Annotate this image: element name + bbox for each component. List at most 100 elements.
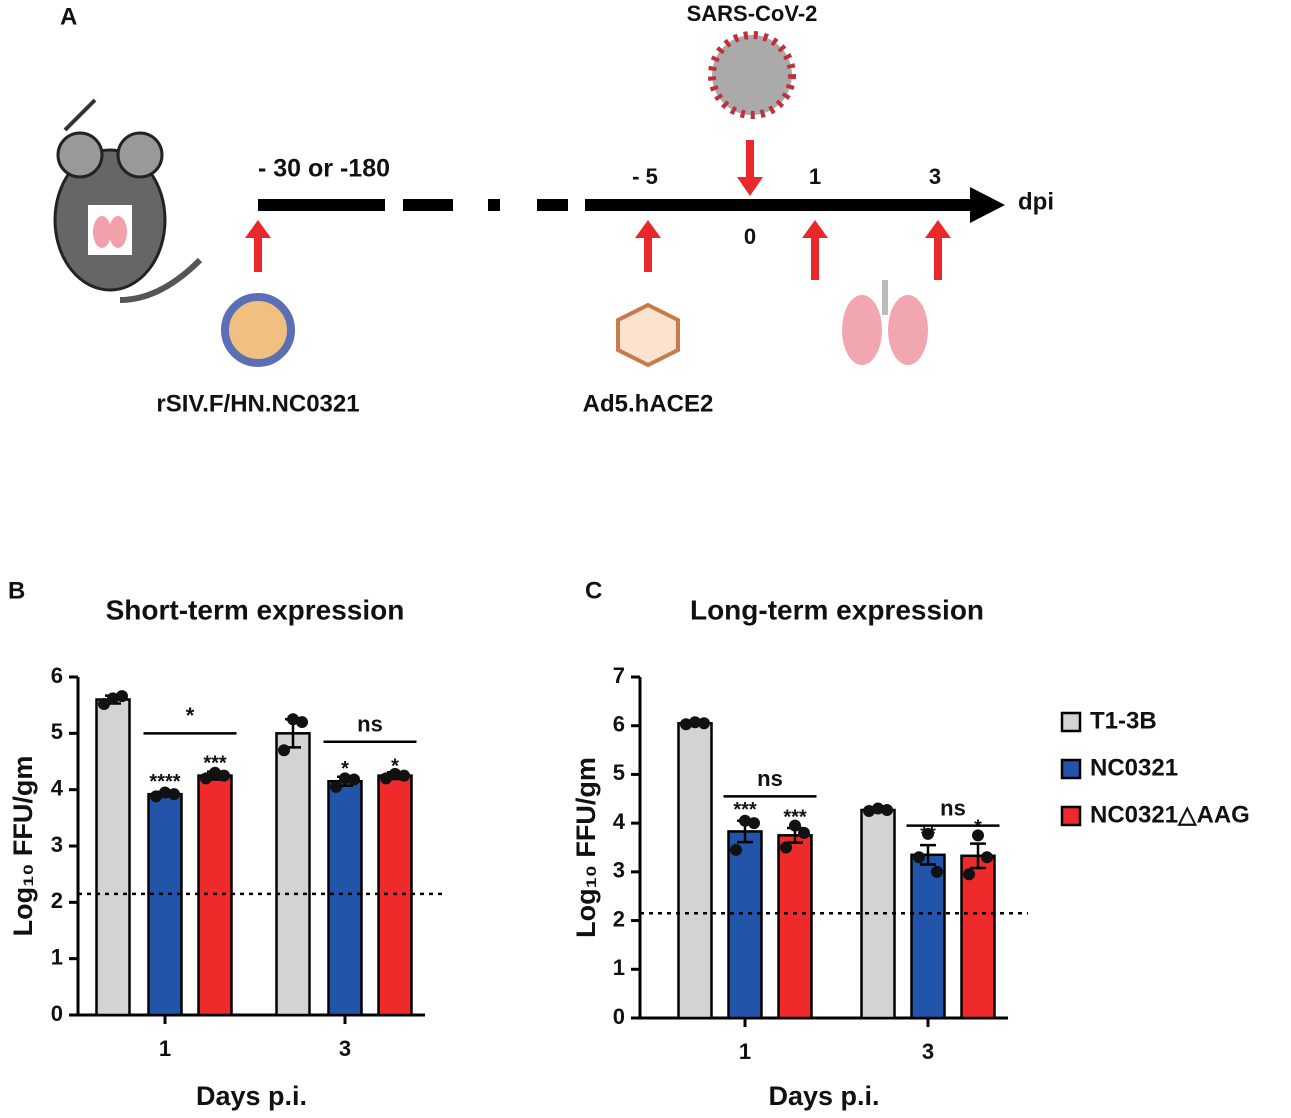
y-tick-label: 2 (51, 888, 63, 913)
bar (147, 792, 183, 1017)
data-point (789, 819, 801, 832)
y-axis-label: Log₁₀ FFU/gm (8, 756, 38, 937)
data-point (680, 718, 692, 731)
data-point (107, 692, 119, 705)
data-point (798, 826, 810, 839)
timepoint-label: 1 (809, 164, 821, 189)
bar (327, 779, 363, 1017)
bar (197, 774, 233, 1017)
error-bar (920, 843, 936, 866)
data-point (339, 772, 351, 785)
data-point (689, 716, 701, 729)
bar (910, 853, 946, 1020)
significance-label: *** (203, 753, 227, 775)
data-point (881, 803, 893, 816)
virus-icons (221, 31, 928, 368)
timepoint-label: 3 (929, 164, 941, 189)
panel-label: C (585, 577, 602, 604)
timepoint-label: 0 (744, 224, 756, 249)
y-tick-label: 0 (613, 1004, 625, 1029)
unit-label: dpi (1018, 188, 1054, 215)
data-point (739, 814, 751, 827)
timeline (258, 187, 1005, 223)
chart-title: Long-term expression (690, 594, 984, 625)
data-point (380, 772, 392, 785)
legend-label: T1-3B (1090, 707, 1157, 734)
legend-swatch (1060, 711, 1082, 733)
significance-label: * (186, 703, 195, 728)
y-tick-label: 2 (613, 906, 625, 931)
legend-label: NC0321 (1090, 754, 1178, 781)
significance-label: ** (920, 824, 936, 846)
vaccine-label: rSIV.F/HN.NC0321 (156, 390, 359, 417)
y-tick-label: 4 (613, 809, 626, 834)
y-axis-label: Log₁₀ FFU/gm (571, 757, 601, 938)
timepoint-label: - 5 (632, 164, 658, 189)
y-tick-label: 1 (51, 944, 63, 969)
x-axis-label: Days p.i. (768, 1081, 879, 1111)
significance-label: *** (733, 799, 757, 821)
data-point (981, 851, 993, 864)
data-point (730, 843, 742, 856)
data-point (116, 690, 128, 703)
x-tick-label: 1 (739, 1039, 751, 1064)
bar (377, 774, 413, 1017)
x-tick-label: 3 (922, 1039, 934, 1064)
bar (275, 732, 311, 1017)
data-point (863, 804, 875, 817)
bar (777, 834, 813, 1020)
data-point (398, 769, 410, 782)
data-point (159, 786, 171, 799)
y-tick-label: 0 (51, 1001, 63, 1026)
x-tick-label: 3 (339, 1036, 351, 1061)
mouse-icon (53, 98, 203, 303)
data-point (150, 790, 162, 803)
significance-label: **** (149, 771, 180, 793)
significance-label: * (341, 758, 349, 780)
y-tick-label: 7 (613, 663, 625, 688)
data-point (330, 780, 342, 793)
error-bar (970, 842, 986, 870)
start-label: - 30 or -180 (258, 155, 390, 183)
chart-title: Short-term expression (106, 594, 405, 625)
legend-label: NC0321△AAG (1090, 801, 1250, 828)
y-tick-label: 5 (51, 719, 63, 744)
data-point (931, 865, 943, 878)
data-point (872, 802, 884, 815)
legend-swatch (1060, 758, 1082, 780)
data-point (780, 841, 792, 854)
data-point (200, 772, 212, 785)
bar (95, 698, 131, 1017)
y-tick-label: 6 (613, 712, 625, 737)
y-tick-label: 4 (51, 775, 64, 800)
significance-label: *** (783, 807, 807, 829)
legend-swatch (1060, 805, 1082, 827)
vector-label: Ad5.hACE2 (583, 390, 714, 417)
bar (677, 722, 713, 1020)
y-tick-label: 3 (51, 832, 63, 857)
data-point (296, 716, 308, 729)
data-point (389, 767, 401, 780)
data-point (698, 717, 710, 730)
data-point (922, 827, 934, 840)
y-tick-label: 6 (51, 663, 63, 688)
data-point (348, 773, 360, 786)
data-point (963, 868, 975, 881)
data-point (168, 788, 180, 801)
data-point (972, 829, 984, 842)
bar (727, 830, 763, 1020)
bar (960, 854, 996, 1020)
data-point (913, 851, 925, 864)
panel-label: B (8, 577, 25, 604)
significance-label: * (974, 816, 982, 838)
arrows (245, 140, 951, 280)
data-point (218, 769, 230, 782)
y-tick-label: 3 (613, 858, 625, 883)
data-point (98, 698, 110, 711)
data-point (209, 766, 221, 779)
data-point (748, 817, 760, 830)
virus-label: SARS-CoV-2 (687, 1, 818, 26)
significance-label: * (391, 755, 399, 777)
data-point (278, 744, 290, 757)
